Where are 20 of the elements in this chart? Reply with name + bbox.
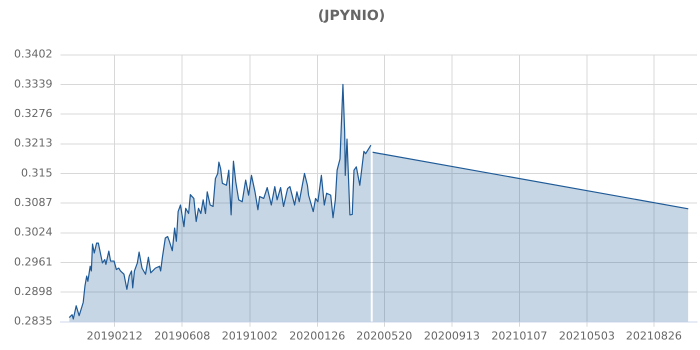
y-tick-label: 0.2961 <box>14 255 52 268</box>
y-tick-label: 0.3024 <box>14 226 52 239</box>
y-tick-label: 0.3213 <box>14 136 52 150</box>
x-tick-label: 20210826 <box>626 329 682 342</box>
y-tick-label: 0.3402 <box>14 48 52 61</box>
y-tick-label: 0.2835 <box>14 314 52 328</box>
y-tick-label: 0.3339 <box>14 77 52 90</box>
x-tick-label: 20200913 <box>424 329 480 342</box>
x-tick-label: 20191002 <box>222 329 278 342</box>
x-tick-label: 20200520 <box>356 329 412 342</box>
y-tick-label: 0.3276 <box>14 106 52 120</box>
chart-title: (JPYNIO) <box>318 8 386 24</box>
y-tick-label: 0.315 <box>20 166 52 180</box>
y-tick-label: 0.3087 <box>14 196 52 209</box>
x-tick-label: 20210107 <box>491 329 548 342</box>
x-tick-label: 20210503 <box>558 329 615 342</box>
x-tick-label: 20190212 <box>86 329 143 342</box>
y-tick-label: 0.2898 <box>14 284 52 298</box>
x-tick-label: 20190608 <box>154 329 210 342</box>
x-tick-label: 20200126 <box>289 329 346 342</box>
